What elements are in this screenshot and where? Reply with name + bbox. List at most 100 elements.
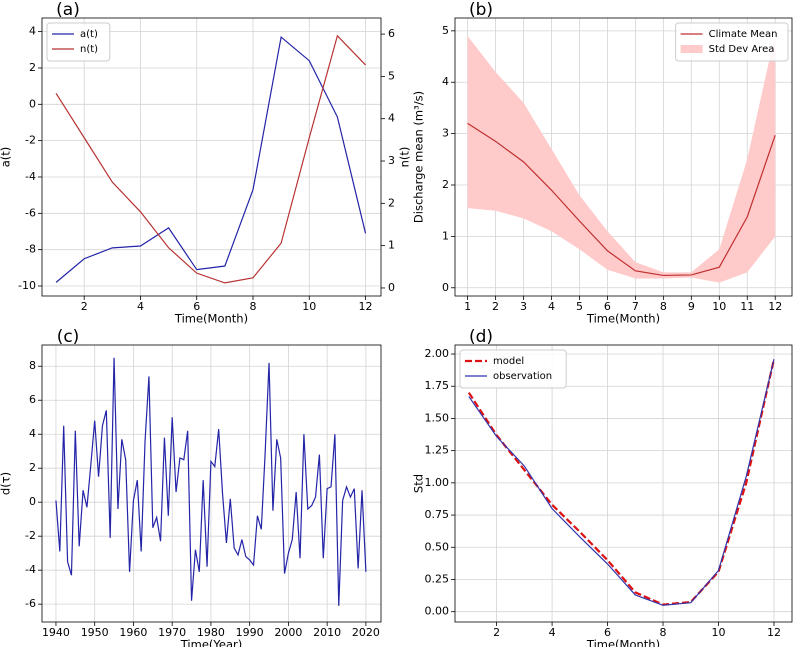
- legend-label: Std Dev Area: [709, 44, 775, 55]
- x-axis-label: Time(Year): [180, 638, 242, 647]
- y-tick-label: 8: [29, 359, 36, 372]
- x-tick-label: 9: [688, 300, 695, 313]
- plot-frame: [41, 344, 382, 623]
- x-tick-label: 5: [576, 300, 583, 313]
- plot-frame: [454, 344, 793, 623]
- y-axis-label: d(τ): [0, 472, 13, 495]
- x-tick-label: 8: [660, 300, 667, 313]
- y-tick-label: 0.50: [425, 540, 450, 553]
- y-tick-label: 0: [29, 495, 36, 508]
- x-tick-label: 10: [711, 626, 725, 639]
- panel-label: (c): [57, 327, 80, 347]
- y2-tick-label: 2: [388, 196, 395, 209]
- panel-label: (b): [469, 0, 493, 20]
- y2-tick-label: 4: [388, 112, 395, 125]
- x-tick-label: 1950: [81, 626, 109, 639]
- y-tick-label: 4: [29, 427, 36, 440]
- legend-label: a(t): [80, 29, 98, 40]
- x-axis-label: Time(Month): [586, 638, 660, 647]
- series-line: [55, 357, 367, 606]
- panel: 2 4 6 8 10 12 0.00 0.25 0.50 0.75 1.00 1.25 1.50 1.75…: [412, 327, 793, 647]
- y-tick-label: -4: [25, 170, 36, 183]
- y2-tick-label: 6: [388, 27, 395, 40]
- legend-label: model: [493, 356, 524, 367]
- x-tick-label: 4: [549, 626, 556, 639]
- y2-tick-label: 5: [388, 69, 395, 82]
- x-tick-label: 1940: [42, 626, 70, 639]
- plot-area: [467, 33, 776, 283]
- y2-tick-label: 3: [388, 154, 395, 167]
- x-tick-label: 8: [660, 626, 667, 639]
- y-tick-label: 6: [29, 393, 36, 406]
- y-tick-label: 0.00: [425, 605, 450, 618]
- series-line: [467, 122, 776, 277]
- y2-axis-label: n(t): [398, 147, 412, 168]
- y-tick-label: -6: [25, 206, 36, 219]
- x-tick-label: 1960: [119, 626, 147, 639]
- x-tick-label: 6: [604, 626, 611, 639]
- x-axis-label: Time(Month): [586, 312, 660, 326]
- plot-area: [467, 358, 776, 606]
- x-axis-label: Time(Month): [174, 312, 248, 326]
- x-tick-label: 10: [302, 300, 316, 313]
- panel: 1940 1950 1960 1970 1980 1990 2000 2010 2020 -6 -4…: [0, 327, 382, 647]
- x-tick-label: 1970: [158, 626, 186, 639]
- x-tick-label: 2: [81, 300, 88, 313]
- x-tick-label: 6: [604, 300, 611, 313]
- y-tick-label: 0: [29, 97, 36, 110]
- panel: 2 4 6 8 10 12-10-8-6-4-20240123456(a)Time(Mon…: [0, 0, 412, 326]
- y-tick-label: 2: [442, 178, 449, 191]
- legend: model observation: [459, 349, 567, 389]
- plot-area: [55, 357, 367, 606]
- y-tick-label: 1: [442, 229, 449, 242]
- y-tick-label: 4: [442, 75, 449, 88]
- x-tick-label: 10: [712, 300, 726, 313]
- x-tick-label: 2010: [313, 626, 341, 639]
- y2-tick-label: 0: [388, 281, 395, 294]
- plot-area: [55, 34, 367, 284]
- y-tick-label: -8: [25, 243, 36, 256]
- x-tick-label: 3: [520, 300, 527, 313]
- x-tick-label: 2: [492, 300, 499, 313]
- y-tick-label: -10: [18, 279, 36, 292]
- x-tick-label: 12: [767, 626, 781, 639]
- legend: a(t) n(t): [46, 22, 111, 62]
- y-axis-label: Std: [412, 474, 426, 493]
- series-line: [55, 35, 367, 283]
- series-line: [55, 34, 366, 284]
- legend-box: [675, 22, 789, 62]
- x-tick-label: 1980: [197, 626, 225, 639]
- y-tick-label: 2: [29, 61, 36, 74]
- plot-frame: [454, 17, 793, 297]
- legend-label: n(t): [80, 44, 98, 55]
- x-tick-label: 2: [493, 626, 500, 639]
- y-tick-label: -2: [25, 134, 36, 147]
- y-tick-label: 3: [442, 127, 449, 140]
- legend-label: observation: [493, 371, 552, 382]
- y-tick-label: -4: [25, 563, 36, 576]
- y-tick-label: -6: [25, 597, 36, 610]
- y-tick-label: 0.75: [425, 508, 450, 521]
- panel-label: (d): [469, 327, 493, 347]
- series-line: [468, 359, 775, 606]
- y-tick-label: 0.25: [425, 572, 450, 585]
- x-tick-label: 2020: [352, 626, 380, 639]
- legend-box: [459, 349, 567, 389]
- y-tick-label: 1.25: [425, 444, 450, 457]
- x-tick-label: 12: [359, 300, 373, 313]
- x-tick-label: 4: [548, 300, 555, 313]
- x-tick-label: 6: [193, 300, 200, 313]
- legend-box: [46, 22, 111, 62]
- x-tick-label: 1990: [236, 626, 264, 639]
- x-tick-label: 1: [464, 300, 471, 313]
- legend-label: Climate Mean: [709, 29, 778, 40]
- legend: Climate Mean Std Dev Area: [675, 22, 789, 62]
- y-tick-label: 0: [442, 281, 449, 294]
- y-tick-label: 1.50: [425, 411, 450, 424]
- panel-label: (a): [56, 0, 80, 20]
- x-tick-label: 2000: [274, 626, 302, 639]
- y-tick-label: 2: [29, 461, 36, 474]
- plot-frame: [41, 17, 382, 297]
- legend-swatch: [680, 45, 703, 53]
